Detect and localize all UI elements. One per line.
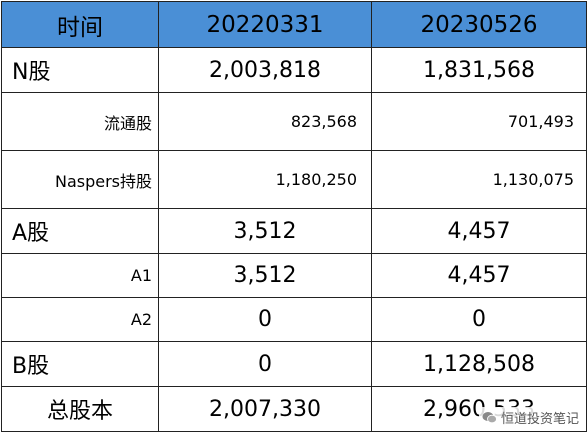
- header-date-2: 20230526: [371, 1, 587, 48]
- row-label: A1: [1, 253, 159, 298]
- table-row: A2 0 0: [1, 297, 587, 342]
- row-label: A2: [1, 297, 159, 342]
- row-value-1: 2,007,330: [158, 386, 372, 432]
- row-value-2: 4,457: [371, 253, 587, 298]
- watermark: 恒道投资笔记: [478, 407, 582, 428]
- table-row: A股 3,512 4,457: [1, 208, 587, 254]
- row-value-1: 3,512: [158, 208, 372, 254]
- row-label: A股: [1, 208, 159, 254]
- row-value-1: 1,180,250: [158, 150, 372, 209]
- row-value-2: 0: [371, 297, 587, 342]
- table-row: B股 0 1,128,508: [1, 341, 587, 387]
- table-row: N股 2,003,818 1,831,568: [1, 47, 587, 93]
- header-time: 时间: [1, 1, 159, 48]
- row-value-1: 0: [158, 341, 372, 387]
- row-label: N股: [1, 47, 159, 93]
- row-label: 流通股: [1, 92, 159, 151]
- row-value-2: 1,130,075: [371, 150, 587, 209]
- watermark-text: 恒道投资笔记: [500, 412, 579, 427]
- row-value-2: 701,493: [371, 92, 587, 151]
- row-label: Naspers持股: [1, 150, 159, 209]
- table-row: Naspers持股 1,180,250 1,130,075: [1, 150, 587, 209]
- row-value-2: 1,831,568: [371, 47, 587, 93]
- row-label: B股: [1, 341, 159, 387]
- row-label: 总股本: [1, 386, 159, 432]
- header-row: 时间 20220331 20230526: [1, 1, 587, 48]
- row-value-1: 3,512: [158, 253, 372, 298]
- row-value-1: 0: [158, 297, 372, 342]
- row-value-1: 2,003,818: [158, 47, 372, 93]
- row-value-1: 823,568: [158, 92, 372, 151]
- wechat-icon: [482, 411, 497, 424]
- table-row: 流通股 823,568 701,493: [1, 92, 587, 151]
- table-row: A1 3,512 4,457: [1, 253, 587, 298]
- header-date-1: 20220331: [158, 1, 372, 48]
- row-value-2: 1,128,508: [371, 341, 587, 387]
- row-value-2: 4,457: [371, 208, 587, 254]
